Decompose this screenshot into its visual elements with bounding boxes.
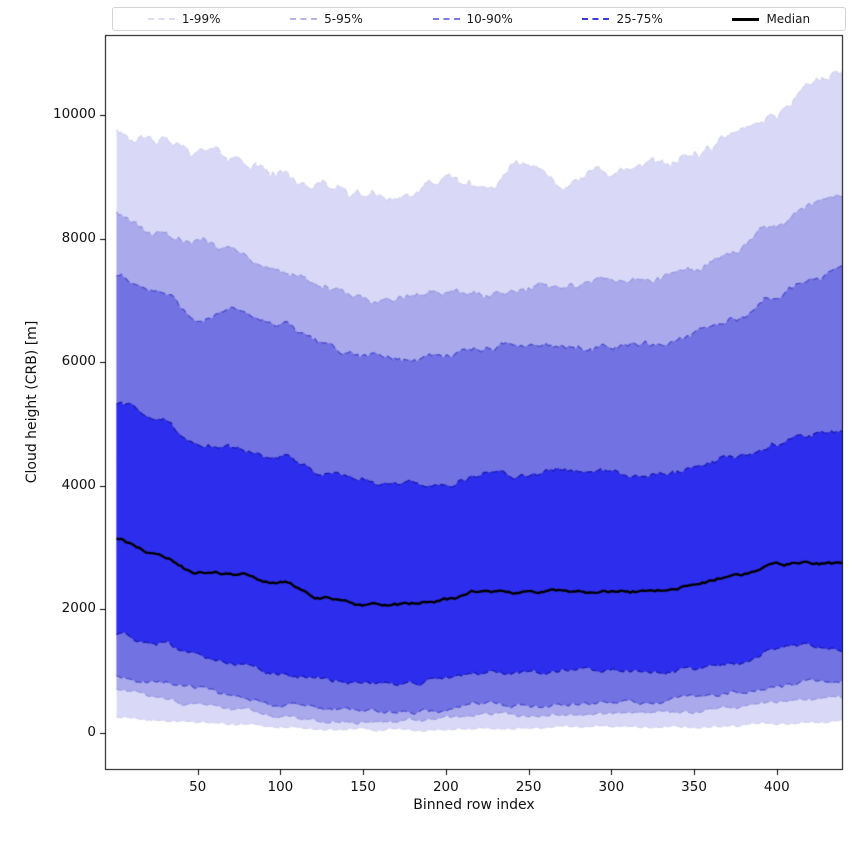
legend-label: 25-75% [616, 12, 663, 26]
legend-item: 1-99% [147, 12, 221, 26]
legend-line-sample [432, 18, 460, 20]
legend-line-sample [290, 18, 318, 20]
y-axis-label: Cloud height (CRB) [m] [24, 320, 40, 484]
chart-legend: 1-99% 5-95% 10-90% 25-75% Median [112, 7, 846, 31]
legend-item: 10-90% [432, 12, 513, 26]
legend-item: 25-75% [582, 12, 663, 26]
legend-label: 5-95% [324, 12, 363, 26]
legend-line-sample [582, 18, 610, 20]
legend-line-sample [732, 17, 760, 21]
legend-line-sample [147, 18, 175, 20]
legend-item: 5-95% [290, 13, 363, 25]
legend-label: 10-90% [466, 12, 513, 26]
legend-label: Median [766, 12, 811, 26]
legend-item: Median [732, 13, 810, 25]
legend-label: 1-99% [181, 12, 221, 26]
x-axis-label: Binned row index [413, 797, 535, 813]
